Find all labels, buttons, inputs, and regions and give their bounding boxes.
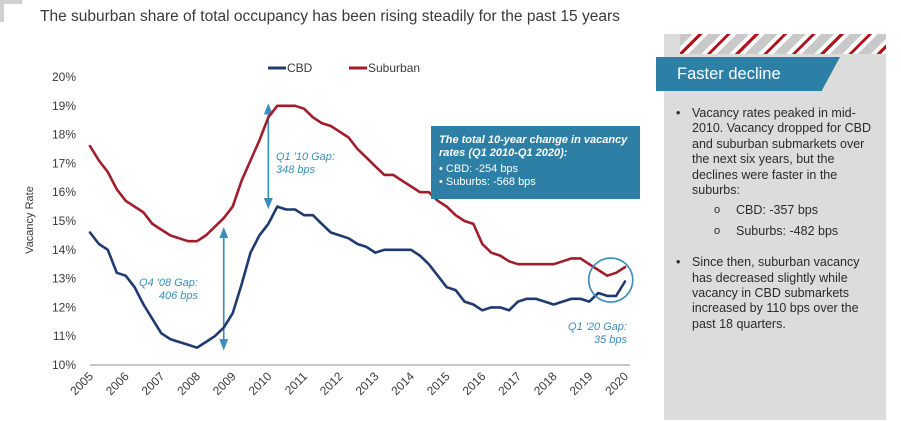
gap-label-2008-line: 406 bps [159, 290, 199, 302]
callout-title: The total 10-year change in vacancy rates… [439, 134, 628, 159]
page-title: The suburban share of total occupancy ha… [40, 8, 620, 25]
y-tick-label: 16% [52, 185, 76, 199]
legend-label-cbd: CBD [287, 61, 313, 75]
x-tick-label: 2010 [246, 369, 275, 398]
sidebar-bullet-1: Vacancy rates peaked in mid-2010. Vacanc… [676, 106, 876, 198]
x-tick-label: 2014 [388, 369, 417, 398]
callout-box [431, 126, 640, 199]
gap-label-2020: Q1 '20 Gap: 35 bps [568, 321, 627, 346]
x-tick-label: 2017 [495, 369, 524, 398]
y-tick-label: 13% [52, 272, 76, 286]
y-tick-label: 19% [52, 99, 76, 113]
x-tick-label: 2018 [531, 369, 560, 398]
gap-label-2020-line: 35 bps [594, 334, 628, 346]
y-tick-label: 15% [52, 214, 76, 228]
sidebar-sub-cbd: CBD: -357 bps [676, 203, 876, 219]
sidebar-body: Vacancy rates peaked in mid-2010. Vacanc… [676, 106, 876, 332]
gap-label-2010-line: 348 bps [276, 164, 316, 176]
y-tick-label: 18% [52, 128, 76, 142]
callout-item: • CBD: -254 bps [439, 163, 519, 175]
vacancy-rate-chart: 10%11%12%13%14%15%16%17%18%19%20%2005 200… [24, 61, 640, 398]
x-tick-label: 2012 [317, 369, 346, 398]
y-tick-label: 11% [53, 329, 76, 343]
y-tick-label: 10% [52, 358, 76, 372]
decorative-stripes [680, 34, 886, 54]
x-tick-label: 2011 [282, 369, 310, 397]
x-tick-label: 2019 [567, 369, 596, 398]
cbd-series-line [88, 205, 627, 349]
sidebar-header: Faster decline [656, 57, 840, 91]
gap-label-2010: Q1 '10 Gap: 348 bps [276, 151, 335, 176]
x-tick-label: 2013 [353, 369, 382, 398]
callout-title-line: The total 10-year change in vacancy [439, 134, 628, 146]
y-tick-label: 12% [52, 300, 76, 314]
sidebar-sub-suburbs: Suburbs: -482 bps [676, 224, 876, 240]
y-axis-label: Vacancy Rate [24, 186, 36, 254]
x-tick-label: 2015 [424, 369, 453, 398]
gap-label-2008-line: Q4 '08 Gap: [139, 277, 198, 289]
gap-label-2020-line: Q1 '20 Gap: [568, 321, 627, 333]
x-tick-label: 2005 [67, 369, 96, 398]
gap-label-2008: Q4 '08 Gap: 406 bps [139, 277, 198, 302]
x-tick-label: 2009 [210, 369, 239, 398]
gap-label-2010-line: Q1 '10 Gap: [276, 151, 335, 163]
x-tick-label: 2008 [174, 369, 203, 398]
callout-title-line: rates (Q1 2010-Q1 2020): [439, 147, 568, 159]
sidebar-bullet-2: Since then, suburban vacancy has decreas… [676, 255, 876, 332]
gap-circle-2020 [587, 257, 634, 303]
frame-corner [0, 0, 22, 22]
y-tick-label: 17% [52, 156, 76, 170]
x-tick-label: 2016 [460, 369, 489, 398]
y-tick-label: 14% [52, 243, 76, 257]
callout-item: • Suburbs: -568 bps [439, 176, 536, 188]
x-tick-label: 2007 [139, 369, 168, 398]
y-tick-label: 20% [52, 70, 76, 84]
x-tick-label: 2006 [103, 369, 132, 398]
legend-label-suburban: Suburban [368, 61, 420, 75]
x-tick-label: 2020 [602, 369, 631, 398]
